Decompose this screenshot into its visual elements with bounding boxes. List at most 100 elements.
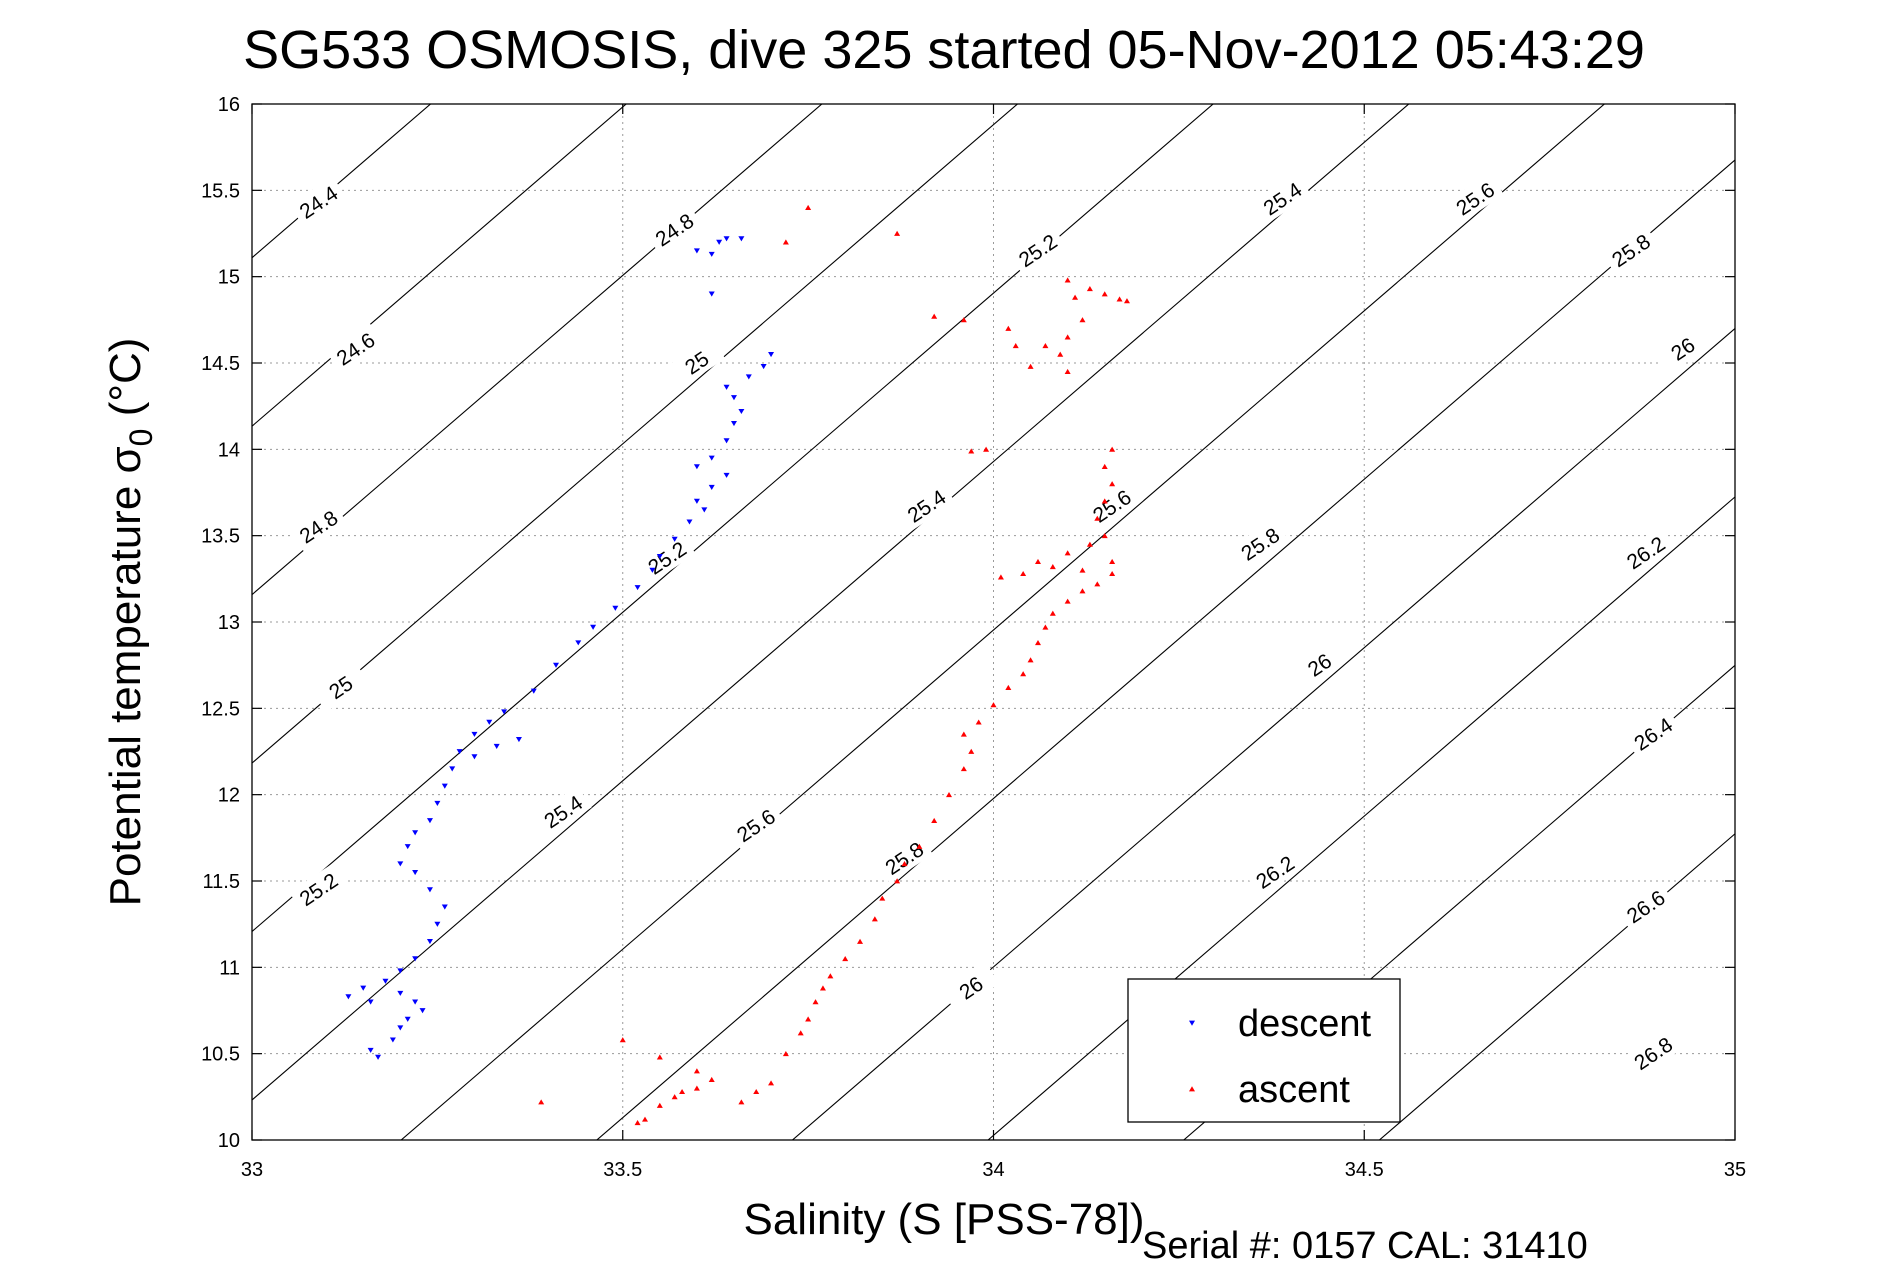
y-tick-label: 16 [218, 94, 240, 116]
chart-title: SG533 OSMOSIS, dive 325 started 05-Nov-2… [243, 20, 1645, 80]
descent-point [515, 737, 522, 743]
descent-point [501, 709, 508, 715]
ascent-point [997, 574, 1004, 580]
ascent-point [538, 1099, 545, 1105]
descent-point [441, 783, 448, 789]
ascent-point [693, 1085, 700, 1091]
descent-point [404, 1016, 411, 1022]
ascent-point [871, 916, 878, 922]
ascent-point [983, 446, 990, 452]
ascent-point [679, 1088, 686, 1095]
grid-lines [252, 104, 1735, 1140]
descent-point [434, 921, 441, 927]
x-tick-label: 34 [982, 1159, 1004, 1181]
legend-marker-descent [1189, 1020, 1195, 1026]
y-axis-label: Potential temperature σ0 (°C) [101, 338, 159, 907]
legend: descent ascent [1127, 978, 1401, 1123]
x-axis-label: Salinity (S [PSS-78]) [743, 1195, 1144, 1244]
descent-point [456, 749, 463, 755]
x-tick-label: 33.5 [603, 1159, 642, 1181]
ascent-point [1101, 463, 1108, 469]
y-tick-label: 15.5 [201, 180, 240, 202]
descent-point [723, 236, 730, 242]
contour-label-mask [289, 500, 348, 552]
contour-label-mask [897, 480, 956, 531]
descent-point [404, 844, 411, 850]
ascent-point [1049, 610, 1056, 616]
ascent-point [1027, 363, 1034, 369]
ascent-point [894, 230, 901, 236]
ascent-point [1101, 291, 1108, 297]
contour-label-mask [1624, 1027, 1682, 1079]
ascent-point [879, 895, 886, 901]
ascent-point [812, 999, 819, 1005]
descent-point [723, 384, 730, 390]
ascent-point [968, 448, 975, 454]
descent-point [590, 624, 597, 630]
contour-label-mask [1616, 526, 1675, 578]
contour-label-mask [1290, 639, 1349, 690]
descent-point [553, 662, 560, 668]
descent-point [671, 536, 678, 542]
contour-label-mask [1231, 518, 1289, 569]
ascent-point [641, 1116, 648, 1122]
ascent-point [1123, 298, 1130, 304]
ascent-point [1072, 294, 1079, 300]
contour-label-mask [326, 323, 385, 374]
descent-point [745, 374, 752, 380]
ascent-point [634, 1120, 641, 1126]
descent-point [656, 553, 663, 560]
ascent-point [1086, 541, 1093, 547]
legend-label-descent: descent [1238, 1003, 1372, 1045]
ascent-point [1116, 296, 1123, 302]
ascent-point [1109, 481, 1116, 487]
descent-point [634, 585, 641, 591]
ascent-point [1034, 640, 1041, 646]
contour-label-mask [1245, 846, 1304, 897]
ascent-point [931, 817, 938, 823]
ascent-point [1020, 671, 1027, 677]
descent-point [730, 421, 737, 427]
ascent-point [656, 1054, 663, 1060]
ascent-marker [1189, 1086, 1195, 1092]
ascent-point [1020, 570, 1027, 577]
ascent-point [1064, 334, 1071, 340]
ascent-point [656, 1102, 663, 1108]
contour-label-mask [941, 961, 1000, 1013]
contour-label-mask [289, 176, 348, 227]
descent-point [701, 507, 708, 513]
descent-point [708, 455, 715, 461]
x-axis-ticks: 33 33.5 34 34.5 35 [241, 104, 1746, 1181]
ascent-point [1049, 564, 1056, 570]
ascent-point [1109, 570, 1116, 577]
descent-point [708, 251, 715, 257]
descent-point [412, 830, 419, 836]
descent-point [471, 754, 478, 760]
contour-label-mask [875, 832, 933, 884]
descent-point [730, 395, 737, 401]
descent-point [693, 248, 700, 254]
descent-point [649, 567, 656, 573]
descent-point [397, 968, 404, 974]
ascent-point [671, 1094, 678, 1100]
descent-point [493, 743, 500, 750]
descent-point [530, 688, 537, 694]
ascent-point [1094, 515, 1101, 521]
ascent-point [619, 1037, 626, 1043]
ascent-point [693, 1068, 700, 1074]
ascent-point [708, 1076, 715, 1082]
contour-label-mask [289, 863, 348, 915]
ascent-point [1057, 351, 1064, 357]
y-tick-label: 15 [218, 267, 240, 289]
y-axis-ticks: 10 10.5 11 11.5 12 12.5 13 13.5 14 14.5 15 15.5 16 [201, 94, 1735, 1152]
isopycnal-line [400, 104, 1606, 1140]
ascent-point [782, 1050, 789, 1057]
ascent-point [1027, 657, 1034, 663]
ascent-point [738, 1099, 745, 1105]
descent-point [768, 351, 775, 358]
contour-label-mask [1253, 172, 1311, 224]
descent-point [367, 1047, 374, 1053]
descent-point [486, 719, 493, 725]
y-tick-label: 10 [218, 1130, 240, 1152]
